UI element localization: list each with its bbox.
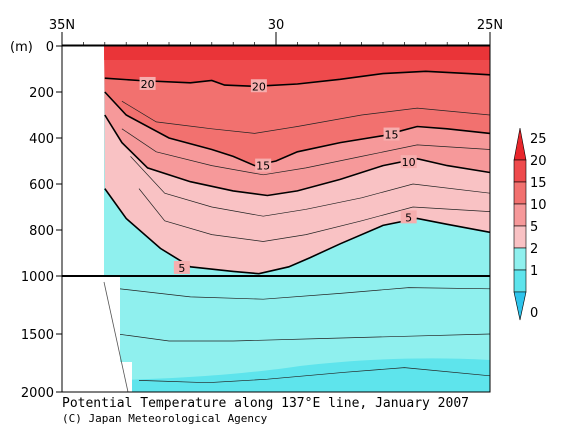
colorbar-label: 15 [530, 176, 547, 191]
seafloor-line [103, 281, 129, 393]
contour-label-bg [255, 158, 272, 172]
colorbar-label: 2 [530, 242, 538, 257]
y-tick-label: 2000 [21, 386, 54, 401]
contour-line-minor [117, 333, 491, 342]
chart-title: Potential Temperature along 137°E line, … [62, 396, 469, 411]
contour-label-bg [139, 76, 156, 90]
no-data-region [62, 46, 104, 276]
colorbar-label: 1 [530, 264, 538, 279]
colorbar-label: 0 [530, 306, 538, 321]
y-tick-label: 0 [46, 40, 54, 55]
y-tick-label: 600 [29, 178, 54, 193]
contour-label: 20 [252, 80, 266, 93]
colorbar-label: 5 [530, 220, 538, 235]
chart-credit: (C) Japan Meteorological Agency [62, 412, 268, 425]
colorbar-label: 20 [530, 154, 547, 169]
y-tick-label: 200 [29, 86, 54, 101]
colorbar-swatch [513, 181, 527, 205]
contour-line-minor [138, 188, 491, 242]
y-tick-label: 1000 [21, 270, 54, 285]
colorbar-swatch [513, 159, 527, 183]
x-tick-label: 25N [477, 18, 503, 33]
y-tick-label: 400 [29, 132, 54, 147]
contour-label-bg [383, 127, 400, 141]
colorbar-swatch [513, 127, 527, 161]
y-tick-label: 1500 [21, 328, 54, 343]
contour-line-minor [121, 100, 491, 134]
contour-label-bg [400, 155, 417, 169]
colorbar-swatch [513, 291, 527, 321]
contour-line-minor [121, 128, 491, 176]
colorbar-label: 10 [530, 198, 547, 213]
no-data-region [62, 276, 132, 392]
x-tick-label: 35N [49, 18, 75, 33]
colorbar-swatch [513, 225, 527, 249]
contour-label-bg [250, 79, 267, 93]
colorbar-label: 25 [530, 132, 547, 147]
contour-line-minor [138, 367, 491, 384]
x-tick-label: 30 [268, 18, 285, 33]
contour-label: 15 [256, 160, 270, 173]
contour-label-bg [400, 210, 417, 224]
contour-label: 5 [178, 262, 185, 275]
colorbar-swatch [513, 247, 527, 271]
contour-line-minor [109, 287, 491, 300]
y-unit-label: (m) [10, 40, 33, 55]
contour-line-10 [104, 114, 491, 197]
contour-label-bg [173, 260, 190, 274]
contour-line-5 [104, 188, 491, 275]
band-fill-above-25 [104, 46, 490, 60]
contour-label: 5 [405, 211, 412, 224]
colorbar-swatch [513, 269, 527, 293]
contour-line-minor [130, 156, 491, 217]
contour-label: 20 [141, 78, 155, 91]
contour-label: 10 [402, 156, 416, 169]
contour-line-20 [104, 70, 491, 88]
y-tick-label: 800 [29, 224, 54, 239]
contour-label: 15 [385, 129, 399, 142]
contour-line-15 [104, 91, 491, 167]
colorbar-swatch [513, 203, 527, 227]
deep-water-cold-fill [120, 358, 490, 392]
